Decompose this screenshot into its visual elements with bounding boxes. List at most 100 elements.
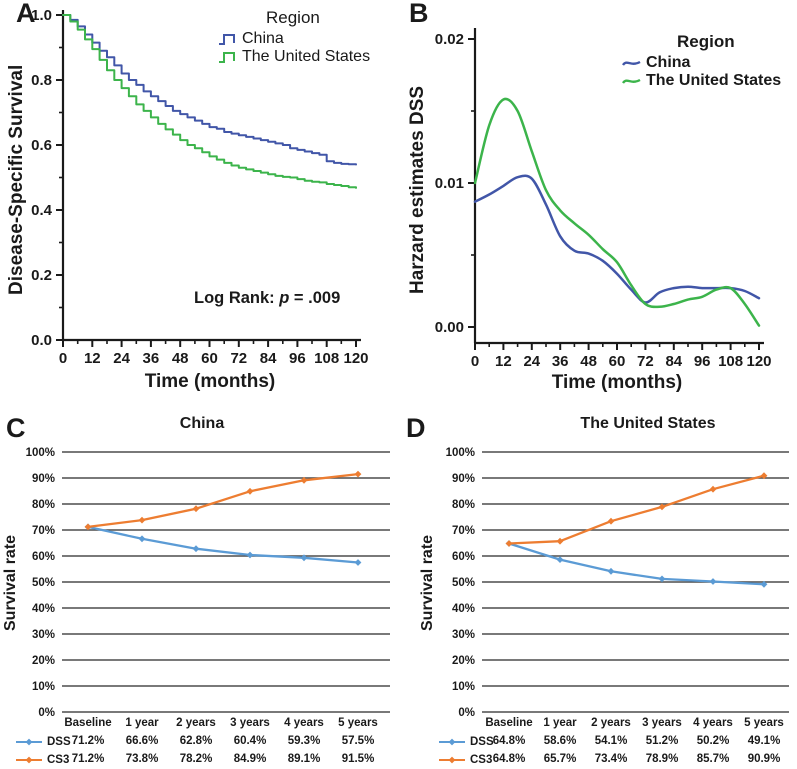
svg-text:80%: 80%: [452, 499, 475, 511]
data-point-marker: [607, 567, 615, 575]
data-point-marker: [760, 472, 768, 480]
panel-d-title: The United States: [580, 415, 716, 432]
svg-text:24: 24: [523, 353, 540, 370]
table-header-cell: 3 years: [642, 717, 682, 729]
svg-text:0%: 0%: [38, 707, 55, 719]
svg-text:0.6: 0.6: [31, 137, 52, 154]
svg-text:70%: 70%: [32, 525, 55, 537]
table-value-cell: 59.3%: [287, 735, 321, 747]
series-key-cs3: CS3: [439, 752, 492, 767]
table-header-cell: Baseline: [64, 717, 112, 729]
series-line-dss: [87, 525, 359, 564]
legend-label-china: China: [242, 30, 284, 47]
series-line-china: [473, 174, 761, 304]
data-point-marker: [300, 554, 308, 562]
data-point-marker: [192, 505, 200, 513]
legend-item-united-states: The United States: [622, 72, 794, 90]
svg-text:48: 48: [172, 350, 189, 367]
legend-item-china: China: [622, 54, 794, 72]
series-line-the-united-states: [473, 97, 761, 327]
table-value-cell: 66.6%: [125, 735, 159, 747]
series-line-cs3: [508, 474, 765, 545]
table-value-cell: 84.9%: [233, 753, 267, 765]
svg-text:20%: 20%: [452, 655, 475, 667]
km-survival-plot: 0.0 0.2 0.4 0.6 0.8 1.0 0 12 24 36 48 60 72 84 96 108 12…: [31, 7, 368, 367]
dss-line-marker-icon: [16, 738, 42, 745]
svg-text:84: 84: [260, 350, 277, 367]
panel-a-y-axis-title: Disease-Specific Survival: [6, 64, 27, 296]
svg-text:72: 72: [230, 350, 247, 367]
panel-c-china-survival-rate: C China 0% 10% 20% 30% 40% 50% 60% 70% 80% 90% 100…: [0, 405, 397, 769]
svg-text:100%: 100%: [446, 447, 475, 459]
data-point-marker: [607, 517, 615, 525]
svg-text:0.02: 0.02: [435, 31, 464, 48]
table-value-cell: 71.2%: [71, 753, 105, 765]
table-header-cell: 4 years: [284, 717, 324, 729]
svg-text:120: 120: [343, 350, 368, 367]
table-value-cell: 51.2%: [645, 735, 679, 747]
data-point-marker: [709, 485, 717, 493]
table-value-cell: 65.7%: [543, 753, 577, 765]
table-value-cell: 60.4%: [233, 735, 267, 747]
svg-text:10%: 10%: [32, 681, 55, 693]
axes: 0.0 0.2 0.4 0.6 0.8 1.0 0 12 24 36 48 60 72 84 96 108 12…: [31, 7, 368, 367]
data-point-marker: [84, 523, 92, 531]
hazard-estimates-plot: 0.00 0.01 0.02 0 12 24 36 48 60 72 84 96 108 120: [435, 28, 772, 370]
svg-text:0.2: 0.2: [31, 267, 52, 284]
data-point-marker: [658, 503, 666, 511]
table-value-cell: 90.9%: [747, 753, 781, 765]
table-value-cell: 58.6%: [543, 735, 577, 747]
cs3-line-marker-icon: [439, 756, 465, 763]
data-point-marker: [192, 545, 200, 553]
legend-label-united-states: The United States: [242, 48, 371, 65]
legend-title: Region: [266, 8, 320, 27]
series-key-cs3-label: CS3: [47, 753, 70, 766]
svg-text:0.01: 0.01: [435, 175, 464, 192]
svg-text:10%: 10%: [452, 681, 475, 693]
series-line-china: [62, 14, 357, 166]
svg-text:12: 12: [495, 353, 512, 370]
svg-text:108: 108: [314, 350, 339, 367]
table-value-cell: 78.2%: [179, 753, 213, 765]
series-key-dss-label: DSS: [47, 735, 71, 748]
data-point-marker: [658, 575, 666, 583]
data-point-marker: [354, 559, 362, 566]
svg-text:20%: 20%: [32, 655, 55, 667]
svg-text:12: 12: [84, 350, 101, 367]
series-key-cs3: CS3: [16, 752, 69, 767]
table-value-cell: 89.1%: [287, 753, 321, 765]
data-point-marker: [505, 540, 513, 547]
svg-text:50%: 50%: [452, 577, 475, 589]
data-point-marker: [300, 476, 308, 484]
grid-and-ticks: 0% 10% 20% 30% 40% 50% 60% 70% 80% 90% 100%: [26, 447, 390, 719]
svg-text:96: 96: [694, 353, 711, 370]
table-header-cell: 3 years: [230, 717, 270, 729]
panel-d-letter: D: [406, 413, 426, 443]
svg-text:36: 36: [143, 350, 160, 367]
data-point-marker: [246, 551, 254, 559]
table-header-cell: 1 year: [543, 717, 577, 729]
table-header-cell: 5 years: [338, 717, 378, 729]
legend-item-china: China: [218, 30, 394, 48]
grid-and-ticks: 0% 10% 20% 30% 40% 50% 60% 70% 80% 90% 100%: [446, 447, 789, 719]
series-key-dss: DSS: [439, 734, 494, 749]
svg-text:0: 0: [471, 353, 479, 370]
table-value-cell: 85.7%: [696, 753, 730, 765]
svg-text:108: 108: [718, 353, 743, 370]
data-point-marker: [246, 487, 254, 495]
series-line-the-united-states: [62, 14, 357, 189]
data-point-marker: [760, 580, 768, 588]
table-header-cell: 5 years: [744, 717, 784, 729]
table-header-cell: 2 years: [176, 717, 216, 729]
table-value-cell: 91.5%: [341, 753, 375, 765]
table-value-cell: 62.8%: [179, 735, 213, 747]
svg-text:84: 84: [665, 353, 682, 370]
svg-text:30%: 30%: [452, 629, 475, 641]
panel-a-x-axis-title: Time (months): [144, 371, 276, 392]
data-point-marker: [354, 470, 362, 478]
svg-text:30%: 30%: [32, 629, 55, 641]
panel-d-y-axis-title: Survival rate: [419, 534, 436, 631]
panel-c-title: China: [179, 415, 225, 432]
legend-label-united-states: The United States: [646, 72, 782, 89]
table-value-cell: 49.1%: [747, 735, 781, 747]
